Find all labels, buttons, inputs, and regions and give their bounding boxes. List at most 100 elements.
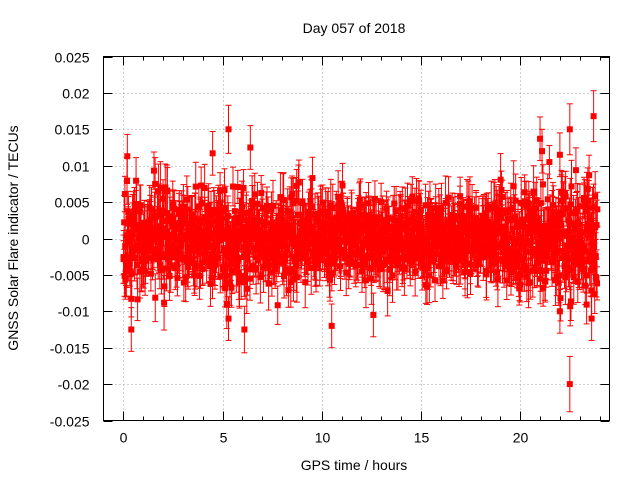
point-marker <box>217 273 224 280</box>
point-marker <box>334 248 341 255</box>
point-marker <box>281 273 288 280</box>
point-marker <box>401 220 408 227</box>
point-marker <box>206 262 213 269</box>
point-marker <box>180 279 187 286</box>
point-marker <box>312 256 319 263</box>
point-marker <box>337 263 344 270</box>
point-marker <box>238 203 245 210</box>
point-marker <box>162 184 169 191</box>
point-marker <box>250 262 257 269</box>
point-marker <box>127 234 134 241</box>
point-marker <box>293 182 300 189</box>
point-marker <box>126 260 133 267</box>
point-marker <box>222 264 229 271</box>
data-point <box>274 285 281 325</box>
point-marker <box>147 216 154 223</box>
point-marker <box>290 269 297 276</box>
point-marker <box>143 247 150 254</box>
point-marker <box>366 252 373 259</box>
point-marker <box>371 195 378 202</box>
point-marker <box>138 236 145 243</box>
point-marker <box>199 200 206 207</box>
point-marker <box>163 265 170 272</box>
point-marker <box>265 220 272 227</box>
point-marker <box>208 257 215 264</box>
data-series <box>120 90 601 413</box>
point-marker <box>359 254 366 261</box>
point-marker <box>233 245 240 252</box>
point-marker <box>123 268 130 275</box>
point-marker <box>152 294 159 301</box>
point-marker <box>397 213 404 220</box>
point-marker <box>406 254 413 261</box>
point-marker <box>195 243 202 250</box>
data-point <box>246 256 253 301</box>
point-marker <box>417 207 424 214</box>
point-marker <box>269 202 276 209</box>
point-marker <box>257 274 264 281</box>
point-marker <box>264 202 271 209</box>
point-marker <box>299 198 306 205</box>
point-marker <box>253 265 260 272</box>
point-marker <box>149 254 156 261</box>
point-marker <box>254 217 261 224</box>
point-marker <box>171 205 178 212</box>
point-marker <box>214 225 221 232</box>
point-marker <box>290 275 297 282</box>
point-marker <box>160 225 167 232</box>
point-marker <box>320 227 327 234</box>
point-marker <box>268 269 275 276</box>
point-marker <box>344 215 351 222</box>
point-marker <box>335 193 342 200</box>
point-marker <box>404 242 411 249</box>
point-marker <box>171 230 178 237</box>
point-marker <box>334 217 341 224</box>
point-marker <box>330 250 337 257</box>
point-marker <box>236 278 243 285</box>
point-marker <box>378 199 385 206</box>
point-marker <box>287 279 294 286</box>
point-marker <box>288 215 295 222</box>
point-marker <box>182 232 189 239</box>
point-marker <box>201 184 208 191</box>
point-marker <box>147 270 154 277</box>
point-marker <box>192 183 199 190</box>
point-marker <box>338 250 345 257</box>
point-marker <box>136 207 143 214</box>
point-marker <box>217 187 224 194</box>
point-marker <box>132 254 139 261</box>
point-marker <box>350 249 357 256</box>
point-marker <box>325 212 332 219</box>
point-marker <box>212 258 219 265</box>
point-marker <box>242 229 249 236</box>
point-marker <box>149 229 156 236</box>
point-marker <box>245 237 252 244</box>
point-marker <box>205 227 212 234</box>
point-marker <box>238 274 245 281</box>
point-marker <box>359 228 366 235</box>
point-marker <box>223 272 230 279</box>
point-marker <box>166 272 173 279</box>
point-marker <box>211 253 218 260</box>
point-marker <box>365 212 372 219</box>
point-marker <box>121 219 128 226</box>
point-marker <box>138 241 145 248</box>
point-marker <box>345 219 352 226</box>
point-marker <box>299 241 306 248</box>
point-marker <box>336 243 343 250</box>
point-marker <box>293 274 300 281</box>
point-marker <box>356 196 363 203</box>
point-marker <box>128 270 135 277</box>
point-marker <box>307 232 314 239</box>
point-marker <box>265 262 272 269</box>
point-marker <box>309 175 316 182</box>
point-marker <box>208 212 215 219</box>
point-marker <box>274 302 281 309</box>
point-marker <box>213 242 220 249</box>
point-marker <box>155 188 162 195</box>
point-marker <box>249 200 256 207</box>
point-marker <box>221 187 228 194</box>
point-marker <box>249 204 256 211</box>
point-marker <box>328 221 335 228</box>
